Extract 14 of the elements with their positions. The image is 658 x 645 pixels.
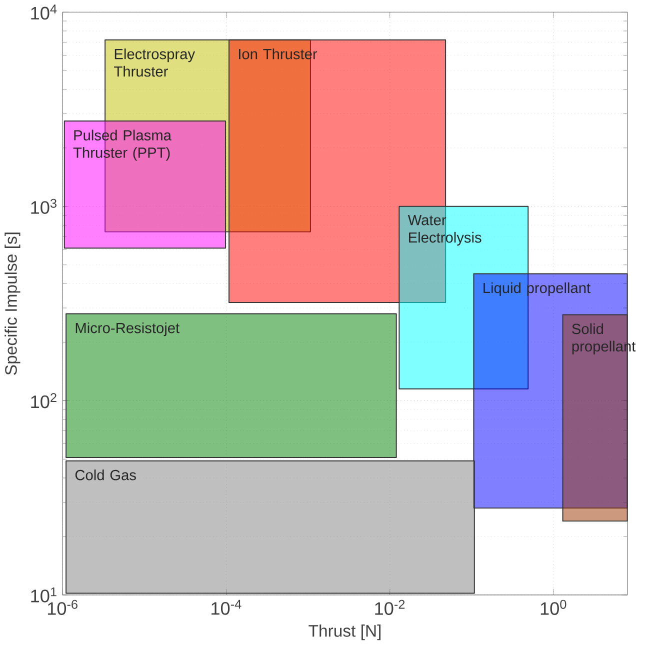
y-tick-label: 10$^{4}$: [31, 4, 57, 20]
y-tick-label: 10$^{2}$: [31, 393, 56, 408]
series-label: Cold Gas: [75, 470, 136, 480]
series-label: Liquid propellant: [484, 282, 590, 296]
x-axis-title: Thrust [N]: [308, 624, 381, 640]
x-tick-label: 10$^{0}$: [540, 600, 566, 616]
series-label: Micro-Resistojet: [76, 322, 180, 336]
series-label: Pulsed Plasma Thruster (PPT): [73, 130, 172, 161]
series-label: Electrospray Thruster: [114, 48, 196, 77]
y-tick-label: 10$^{3}$: [31, 198, 56, 214]
y-axis-title: Specific Impulse [s]: [4, 232, 20, 375]
series-label: Ion Thruster: [238, 48, 318, 60]
x-tick-label: 10$^{-2}$: [375, 600, 405, 616]
x-tick-label: 10$^{-4}$: [212, 600, 242, 615]
